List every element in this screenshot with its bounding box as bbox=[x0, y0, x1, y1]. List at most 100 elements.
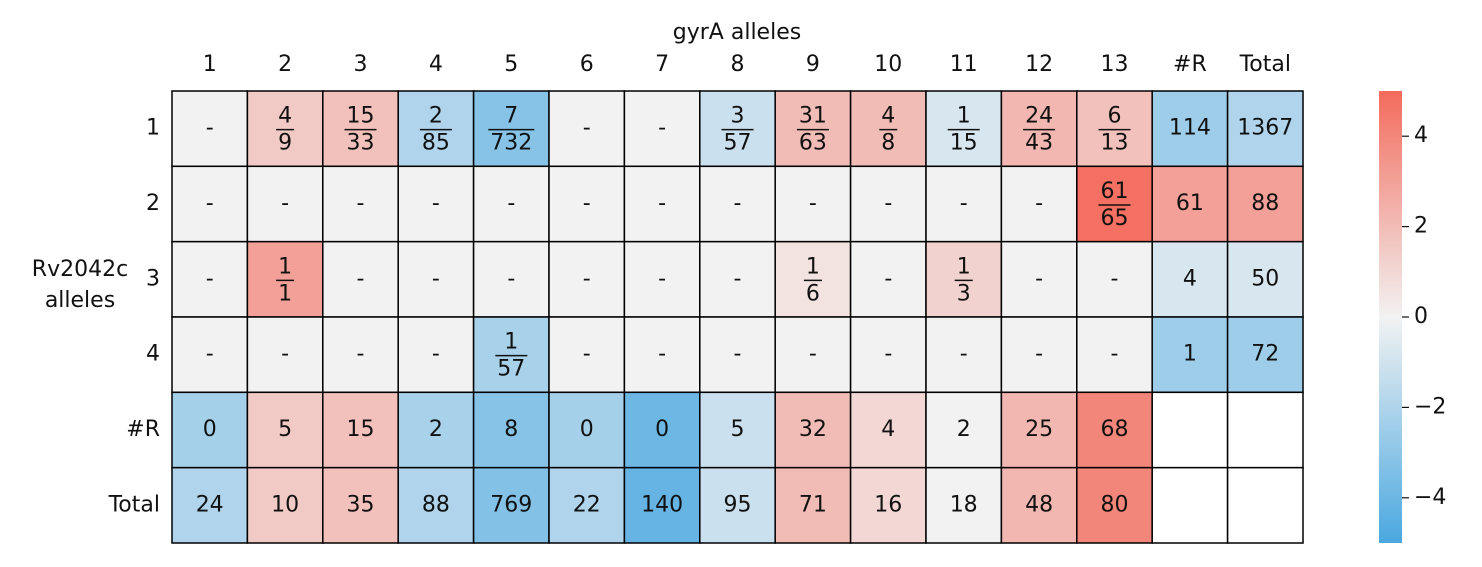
cell-label: - bbox=[809, 342, 817, 367]
cell-label: 68 bbox=[1101, 417, 1129, 442]
heatmap-cell bbox=[623, 466, 701, 544]
cell-label: 0 bbox=[580, 417, 594, 442]
chart-title: gyrA alleles bbox=[673, 20, 801, 45]
cell-denominator: 9 bbox=[278, 131, 292, 156]
cell-label: - bbox=[734, 191, 742, 216]
x-tick-label: 9 bbox=[806, 52, 820, 77]
cell-denominator: 6 bbox=[806, 281, 820, 306]
cell-numerator: 2 bbox=[429, 104, 443, 129]
cell-label: 769 bbox=[490, 492, 532, 517]
cell-denominator: 43 bbox=[1025, 131, 1053, 156]
cell-denominator: 3 bbox=[957, 281, 971, 306]
colorbar bbox=[1379, 91, 1402, 543]
heatmap-cell bbox=[548, 240, 626, 318]
heatmap-cell bbox=[322, 466, 399, 544]
y-tick-label: #R bbox=[126, 417, 160, 442]
cell-numerator: 4 bbox=[881, 104, 895, 129]
cell-label: 4 bbox=[881, 417, 895, 442]
colorbar-tick-label: 0 bbox=[1414, 304, 1428, 329]
cell-label: - bbox=[884, 191, 892, 216]
heatmap-cell bbox=[1226, 466, 1304, 544]
cell-label: 4 bbox=[1183, 266, 1197, 291]
heatmap-cell bbox=[397, 391, 475, 469]
cell-label: - bbox=[206, 342, 214, 367]
y-tick-label: 4 bbox=[146, 342, 160, 367]
heatmap-cell bbox=[1226, 316, 1304, 394]
colorbar-tick-label: −4 bbox=[1414, 485, 1446, 510]
cell-label: - bbox=[206, 116, 214, 141]
cell-label: 15 bbox=[347, 417, 375, 442]
heatmap-cell bbox=[1151, 165, 1229, 243]
cell-label: - bbox=[281, 342, 289, 367]
cell-label: 114 bbox=[1169, 116, 1211, 141]
cell-label: - bbox=[357, 266, 365, 291]
heatmap-cell bbox=[397, 466, 475, 544]
cell-label: 0 bbox=[655, 417, 669, 442]
cell-label: 61 bbox=[1176, 191, 1204, 216]
cell-label: 140 bbox=[641, 492, 683, 517]
cell-label: - bbox=[1035, 266, 1043, 291]
heatmap-cell bbox=[1000, 391, 1078, 469]
heatmap-cell bbox=[849, 165, 927, 243]
heatmap-cell bbox=[699, 316, 776, 394]
cell-label: - bbox=[960, 342, 968, 367]
cell-label: - bbox=[658, 266, 666, 291]
y-tick-label: 2 bbox=[146, 191, 160, 216]
cell-label: 72 bbox=[1251, 342, 1279, 367]
cell-label: 10 bbox=[271, 492, 299, 517]
cell-label: - bbox=[1035, 342, 1043, 367]
cell-denominator: 85 bbox=[422, 131, 450, 156]
cell-label: - bbox=[658, 191, 666, 216]
heatmap-cell bbox=[548, 466, 626, 544]
cell-label: 48 bbox=[1025, 492, 1053, 517]
heatmap-cell bbox=[322, 240, 399, 318]
cell-label: 95 bbox=[724, 492, 752, 517]
cell-label: - bbox=[357, 342, 365, 367]
heatmap-cell bbox=[322, 391, 399, 469]
cell-label: 35 bbox=[347, 492, 375, 517]
heatmap-cell bbox=[623, 240, 701, 318]
cell-numerator: 3 bbox=[731, 104, 745, 129]
heatmap-cell bbox=[1151, 90, 1229, 168]
colorbar-tick-label: 4 bbox=[1414, 123, 1428, 148]
cell-label: 0 bbox=[203, 417, 217, 442]
cell-label: 88 bbox=[422, 492, 450, 517]
heatmap-cell bbox=[472, 391, 550, 469]
cell-denominator: 15 bbox=[950, 131, 978, 156]
cell-label: 80 bbox=[1101, 492, 1129, 517]
cell-label: - bbox=[884, 342, 892, 367]
heatmap-cell bbox=[774, 90, 852, 168]
heatmap-cell bbox=[849, 90, 927, 168]
cell-numerator: 61 bbox=[1101, 179, 1129, 204]
heatmap-cell bbox=[472, 240, 550, 318]
heatmap-cell bbox=[1076, 90, 1153, 168]
cell-label: 88 bbox=[1251, 191, 1279, 216]
cell-label: 1367 bbox=[1237, 116, 1293, 141]
heatmap-cell bbox=[1226, 90, 1304, 168]
heatmap-cell bbox=[1151, 391, 1229, 469]
cell-label: - bbox=[281, 191, 289, 216]
cell-label: - bbox=[658, 342, 666, 367]
cell-label: 24 bbox=[196, 492, 224, 517]
x-tick-label: 7 bbox=[655, 52, 669, 77]
cell-label: 22 bbox=[573, 492, 601, 517]
heatmap-cell bbox=[849, 466, 927, 544]
heatmap-cell bbox=[548, 391, 626, 469]
cell-numerator: 6 bbox=[1108, 104, 1122, 129]
x-tick-label: 2 bbox=[278, 52, 292, 77]
cell-label: - bbox=[1035, 191, 1043, 216]
cell-label: 16 bbox=[874, 492, 902, 517]
cell-numerator: 15 bbox=[347, 104, 375, 129]
heatmap-cell bbox=[1000, 316, 1078, 394]
y-label: alleles bbox=[45, 288, 115, 313]
heatmap-cell bbox=[1000, 165, 1078, 243]
cell-label: 2 bbox=[429, 417, 443, 442]
heatmap-cell bbox=[397, 316, 475, 394]
heatmap-cell bbox=[849, 240, 927, 318]
colorbar-tick-label: 2 bbox=[1414, 214, 1428, 239]
cell-label: 5 bbox=[278, 417, 292, 442]
heatmap-cell bbox=[925, 316, 1003, 394]
cell-label: - bbox=[432, 191, 440, 216]
cell-label: - bbox=[658, 116, 666, 141]
heatmap-cell bbox=[322, 316, 399, 394]
